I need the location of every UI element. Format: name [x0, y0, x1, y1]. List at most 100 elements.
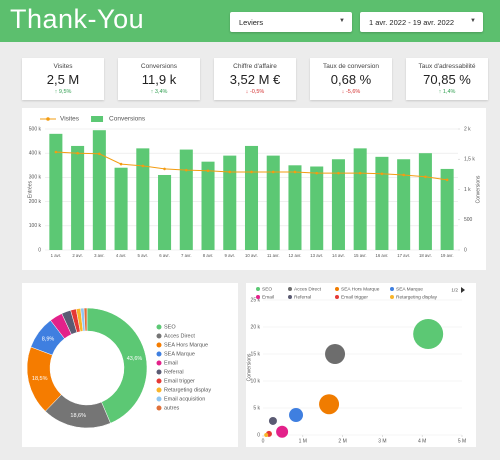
x-tick-label: 4 avr.	[116, 253, 127, 258]
pager-next[interactable]	[461, 287, 465, 293]
legend-swatch	[156, 378, 162, 384]
bar	[331, 159, 345, 250]
legend-swatch	[156, 387, 162, 393]
legend-swatch	[156, 342, 162, 348]
legend-swatch	[91, 116, 104, 122]
kpi-delta: ↓ -5,6%	[310, 89, 392, 95]
x-tick-label: 1 M	[299, 438, 307, 444]
legend-swatch	[156, 396, 162, 402]
page-title: Thank-You	[10, 4, 145, 34]
line-marker	[163, 167, 166, 171]
kpi-value: 0,68 %	[330, 72, 372, 87]
line-marker	[141, 164, 145, 168]
legend-swatch	[46, 117, 50, 121]
legend-label: Conversions	[109, 116, 146, 123]
bar	[353, 148, 367, 250]
kpi-value: 2,5 M	[46, 72, 80, 87]
date-picker[interactable]: 1 avr. 2022 - 19 avr. 2022 ▼	[360, 12, 483, 32]
slice-label: 18,5%	[32, 376, 48, 382]
legend-swatch	[335, 287, 339, 291]
x-tick-label: 18 avr.	[419, 253, 432, 258]
y-tick-label: 300 k	[29, 175, 42, 181]
line-marker	[424, 175, 427, 179]
x-tick-label: 2 avr.	[72, 253, 83, 258]
y-tick-label: 0	[257, 432, 260, 438]
y-tick-label: 0	[38, 247, 41, 253]
x-tick-label: 1 avr.	[51, 253, 62, 258]
legend-label: Email	[164, 360, 178, 366]
y2-tick-label: 1,5 k	[464, 157, 475, 163]
kpi-value: 70,85 %	[423, 72, 471, 87]
panel	[246, 283, 476, 447]
legend-swatch	[156, 360, 162, 366]
header-bar: Thank-You Leviers ▼ 1 avr. 2022 - 19 avr.…	[0, 0, 500, 42]
date-range: 1 avr. 2022 - 19 avr. 2022	[369, 18, 455, 27]
kpi-delta: ↑ 1,4%	[406, 89, 488, 95]
kpi-value: 3,52 M €	[229, 72, 281, 87]
x-tick-label: 3 M	[378, 438, 386, 444]
kpi-label: Chiffre d'affaire	[233, 63, 277, 70]
kpi-label: Visites	[53, 63, 73, 70]
bar	[136, 148, 150, 250]
line-marker	[119, 162, 123, 166]
bar	[310, 166, 324, 250]
bar	[223, 155, 237, 250]
kpi-label: Taux de conversion	[322, 63, 379, 70]
legend-label: Retargeting display	[164, 387, 211, 393]
x-tick-label: 0	[262, 438, 265, 444]
legend-label: Acces Direct	[294, 286, 322, 292]
line-marker	[271, 170, 275, 174]
line-marker	[184, 168, 188, 172]
kpi-card: Chiffre d'affaire 3,52 M € ↓ -0,5%	[214, 58, 296, 100]
line-marker	[206, 169, 210, 173]
trend-arrow: ↓	[341, 89, 346, 95]
legend-label: Email trigger	[164, 378, 195, 384]
y-tick-label: 15 k	[251, 351, 261, 357]
bubble	[413, 319, 444, 350]
y-tick-label: 100 k	[29, 223, 42, 229]
delta-value: 1,4%	[442, 89, 456, 95]
trend-arrow: ↑	[438, 89, 443, 95]
y-axis-title: Entrées	[27, 180, 33, 198]
line-marker	[76, 151, 79, 155]
y-tick-label: 25 k	[251, 297, 261, 303]
dropdown-label: Leviers	[239, 18, 264, 27]
x-tick-label: 19 avr.	[441, 253, 454, 258]
trend-arrow: ↑	[54, 89, 59, 95]
kpi-delta: ↓ -0,5%	[214, 89, 296, 95]
line-marker	[315, 171, 319, 175]
trend-arrow: ↓	[245, 89, 250, 95]
channel-dropdown[interactable]: Leviers ▼	[230, 12, 352, 32]
x-tick-label: 10 avr.	[245, 253, 258, 258]
legend-label: SEA Hors Marque	[164, 342, 208, 348]
x-tick-label: 5 avr.	[138, 253, 149, 258]
slice-label: 8,9%	[42, 337, 55, 343]
x-tick-label: 14 avr.	[332, 253, 345, 258]
x-tick-label: 5 M	[458, 438, 466, 444]
bubble	[276, 425, 289, 438]
line-marker	[54, 150, 58, 154]
delta-value: -5,6%	[345, 89, 361, 95]
line-marker	[380, 172, 384, 176]
legend-swatch	[156, 324, 162, 330]
bar	[179, 149, 193, 250]
bar	[440, 168, 454, 250]
bar	[266, 155, 280, 250]
bar	[201, 161, 215, 250]
kpi-delta: ↑ 3,4%	[118, 89, 200, 95]
x-tick-label: 9 avr.	[225, 253, 236, 258]
legend-swatch	[156, 405, 162, 411]
line-marker	[402, 173, 405, 177]
legend-label: Referral	[164, 369, 184, 375]
y2-tick-label: 0	[464, 247, 467, 253]
bubble	[325, 344, 346, 364]
line-marker	[445, 178, 449, 182]
kpi-card: Taux d'adressabilité 70,85 % ↑ 1,4%	[406, 58, 488, 100]
y-tick-label: 200 k	[29, 199, 42, 205]
legend-label: Email trigger	[341, 294, 368, 300]
line-marker	[228, 170, 232, 174]
x-tick-label: 6 avr.	[159, 253, 170, 258]
bar	[418, 153, 432, 250]
x-tick-label: 17 avr.	[397, 253, 410, 258]
